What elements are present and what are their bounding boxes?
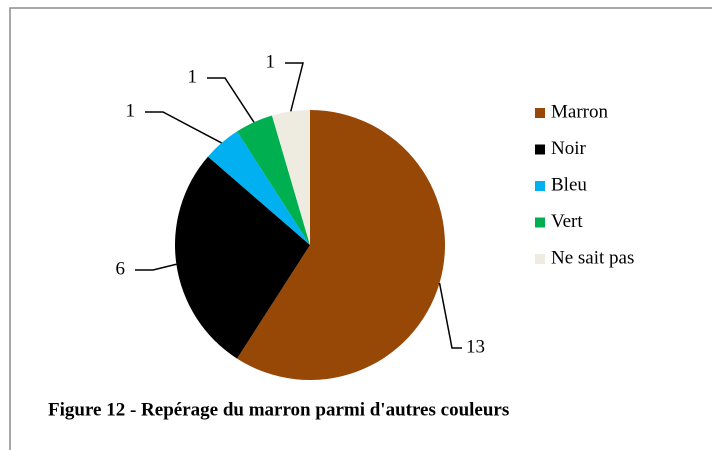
leader-line [145, 111, 222, 144]
data-label: 13 [466, 336, 485, 357]
pie-slice [207, 131, 310, 245]
chart-title: Figure 12 - Repérage du marron parmi d'a… [48, 399, 509, 420]
legend-label: Noir [551, 138, 587, 159]
legend-label: Bleu [551, 174, 587, 195]
data-label: 1 [188, 66, 198, 87]
pie-slice [237, 110, 445, 380]
legend-label: Marron [551, 101, 608, 122]
leader-line [438, 282, 462, 349]
data-label: 1 [266, 51, 276, 72]
leader-line [207, 77, 255, 123]
leader-line [285, 62, 304, 112]
legend-label: Ne sait pas [551, 247, 634, 268]
pie-slice [175, 156, 310, 359]
legend-swatch [535, 217, 545, 228]
leader-line [135, 263, 177, 271]
pie-slice [271, 110, 310, 245]
legend-label: Vert [551, 211, 583, 232]
legend-swatch [535, 108, 545, 118]
data-label: 6 [116, 258, 126, 279]
data-label: 1 [126, 100, 136, 121]
legend-swatch [535, 181, 545, 191]
pie-slice [237, 115, 310, 245]
legend-swatch [535, 254, 545, 264]
legend-swatch [535, 144, 545, 155]
